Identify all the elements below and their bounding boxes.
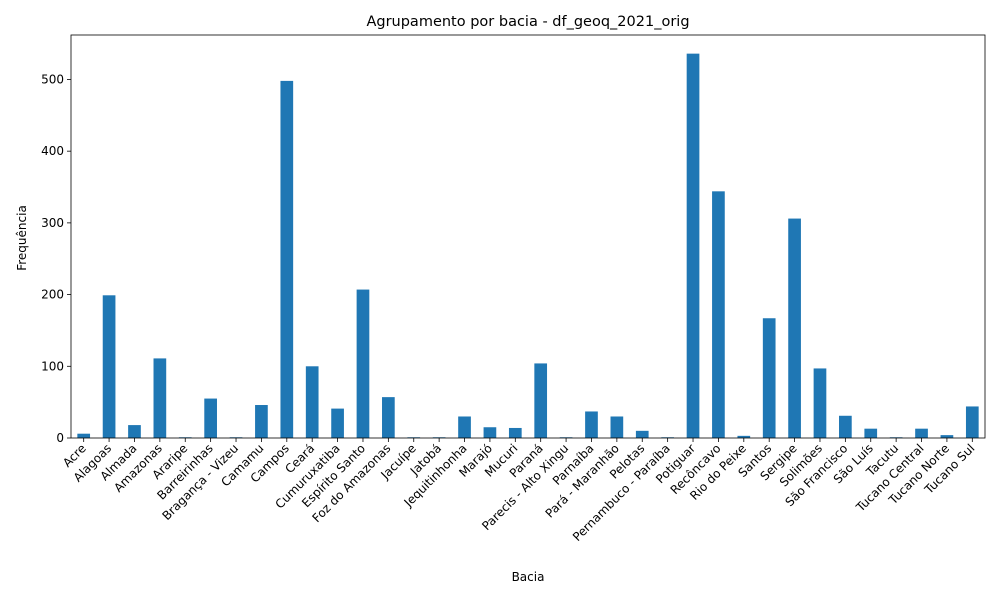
bar [356, 289, 370, 438]
bar [737, 435, 751, 438]
bar [686, 53, 700, 438]
bar [712, 191, 725, 438]
y-axis-ticks: 0 100 200 300 400 500 [41, 72, 71, 445]
bar [77, 433, 91, 438]
bar [940, 435, 954, 438]
x-axis-title: Bacia [512, 570, 545, 584]
bar [839, 415, 852, 438]
bar [585, 411, 598, 438]
bar [813, 368, 827, 438]
bar [915, 428, 928, 438]
bar [610, 416, 624, 438]
bar [965, 406, 979, 438]
bar [864, 428, 878, 438]
y-axis-title: Frequência [15, 205, 29, 271]
bar [102, 295, 116, 438]
bar [255, 405, 268, 438]
bar [305, 366, 319, 438]
bar [635, 430, 649, 438]
y-tick-label: 500 [41, 72, 64, 86]
bar [331, 408, 344, 438]
bar [788, 218, 801, 438]
bar [483, 427, 497, 438]
x-axis-ticks: AcreAlagoasAlmadaAmazonasAraripeBarreiri… [60, 438, 977, 544]
bar [382, 397, 395, 438]
bar [458, 416, 471, 438]
chart-title: Agrupamento por bacia - df_geoq_2021_ori… [366, 14, 689, 30]
y-tick-label: 100 [41, 359, 64, 373]
bar [762, 318, 776, 438]
bar [128, 425, 141, 438]
bar [280, 80, 294, 438]
bar [508, 427, 522, 438]
y-tick-label: 0 [56, 431, 64, 445]
y-tick-label: 200 [41, 288, 64, 302]
bar [153, 358, 167, 438]
bar [204, 398, 217, 438]
y-tick-label: 300 [41, 216, 64, 230]
bars-group [77, 53, 979, 438]
plot-frame [70, 34, 986, 439]
bar [534, 363, 548, 438]
y-tick-label: 400 [41, 144, 64, 158]
